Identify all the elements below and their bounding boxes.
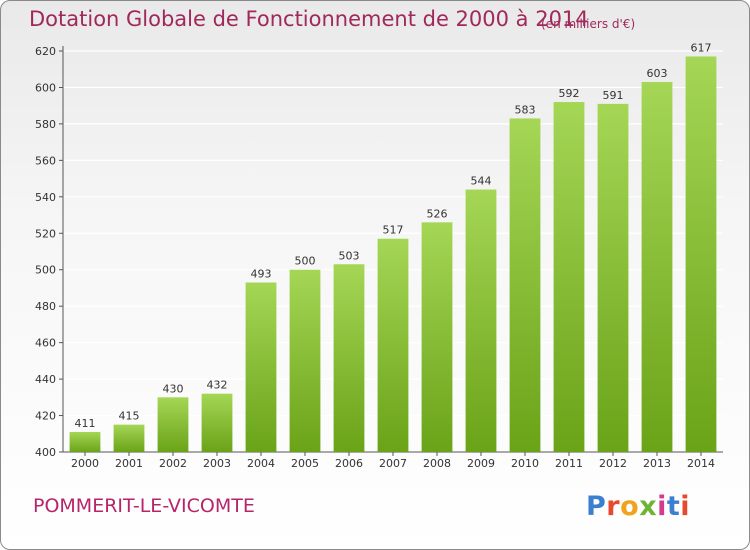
data-label: 603 [647,67,668,80]
bar [289,269,321,452]
brand-letter: i [680,491,691,522]
y-tick-label: 540 [35,191,56,204]
data-label: 617 [691,41,712,54]
y-tick-label: 580 [35,118,56,131]
data-label: 500 [295,255,316,268]
unit-label: (en milliers d'€) [541,17,636,31]
brand-letter: t [666,491,681,522]
bar [157,397,189,452]
chart-title: Dotation Globale de Fonctionnement de 20… [29,7,589,31]
bar [641,81,673,453]
y-tick-label: 620 [35,45,56,58]
bar [421,222,453,452]
x-tick-label: 2009 [467,457,495,470]
data-label: 432 [207,379,228,392]
x-tick-label: 2000 [71,457,99,470]
bar [377,238,409,452]
bar [597,103,629,452]
y-tick-label: 460 [35,337,56,350]
brand-letter: r [606,491,621,522]
bar [333,264,365,452]
y-tick-label: 560 [35,154,56,167]
y-tick-label: 400 [35,446,56,459]
x-tick-label: 2012 [599,457,627,470]
data-label: 411 [75,417,96,430]
bar [69,431,101,452]
x-tick-label: 2007 [379,457,407,470]
x-tick-label: 2013 [643,457,671,470]
brand-letter: P [586,491,607,522]
x-tick-label: 2010 [511,457,539,470]
y-tick-label: 420 [35,410,56,423]
data-label: 430 [163,382,184,395]
bar [245,282,277,452]
bar [553,102,585,452]
y-tick-label: 600 [35,81,56,94]
y-tick-label: 520 [35,227,56,240]
x-tick-label: 2008 [423,457,451,470]
data-label: 583 [515,103,536,116]
bar [201,393,233,452]
data-label: 517 [383,224,404,237]
bar [685,56,717,453]
y-tick-label: 500 [35,264,56,277]
data-label: 591 [603,89,624,102]
y-tick-label: 480 [35,300,56,313]
x-tick-label: 2011 [555,457,583,470]
data-label: 415 [119,410,140,423]
data-label: 544 [471,175,492,188]
x-tick-label: 2001 [115,457,143,470]
y-tick-label: 440 [35,373,56,386]
x-tick-label: 2004 [247,457,275,470]
x-tick-label: 2003 [203,457,231,470]
brand-letter: i [657,491,667,522]
x-tick-label: 2002 [159,457,187,470]
x-tick-label: 2005 [291,457,319,470]
data-label: 526 [427,207,448,220]
data-label: 592 [559,87,580,100]
bar [465,189,497,452]
proxiti-logo[interactable]: Proxiti [586,491,690,522]
brand-letter: o [620,491,640,522]
data-label: 493 [251,267,272,280]
bar [113,424,145,452]
commune-name: POMMERIT-LE-VICOMTE [33,495,255,517]
x-tick-label: 2006 [335,457,363,470]
x-tick-label: 2014 [687,457,715,470]
data-label: 503 [339,249,360,262]
bar [509,118,541,452]
brand-letter: x [639,491,658,522]
